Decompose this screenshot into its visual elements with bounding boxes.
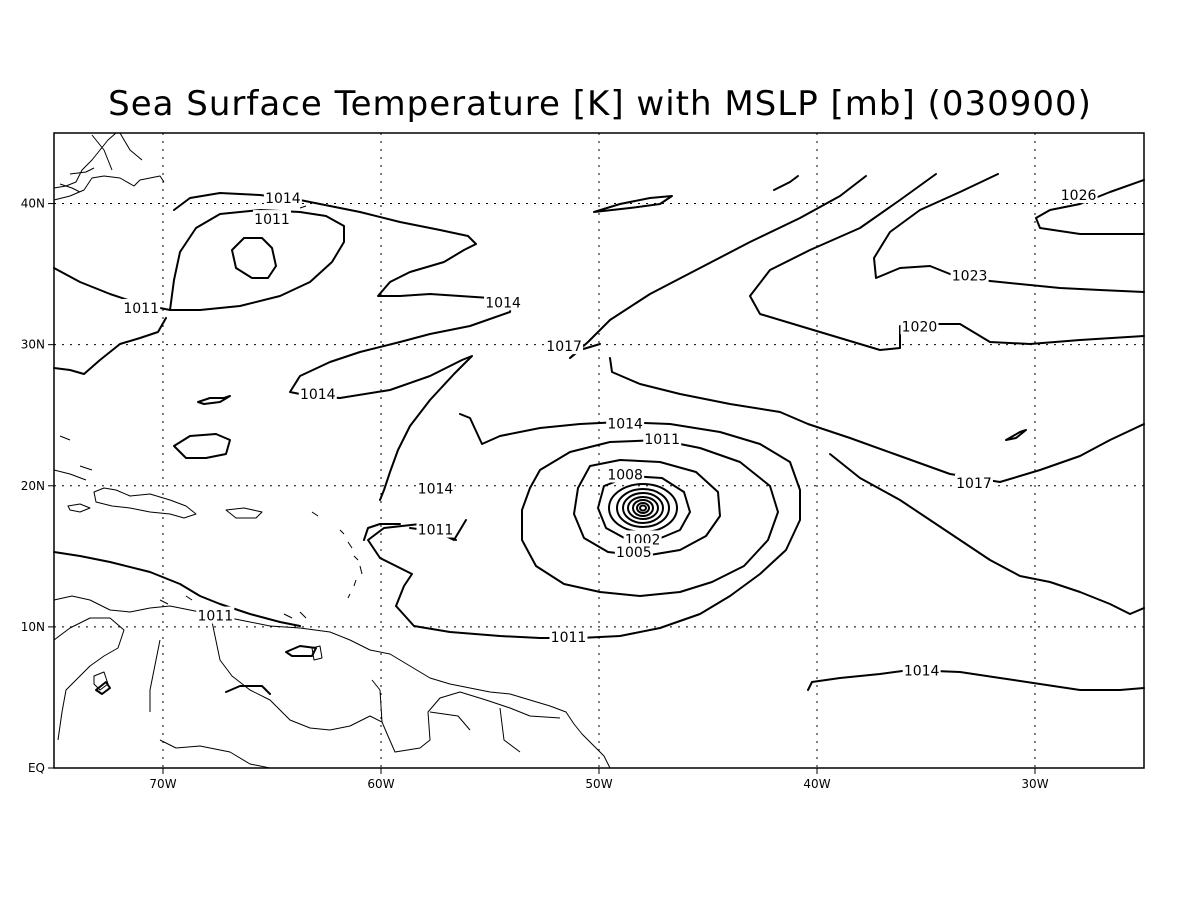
x-tick-label: 30W	[1021, 777, 1048, 791]
isobar-label: 1014	[607, 417, 643, 433]
isobar-label-background	[549, 627, 588, 645]
storm-core-ring-6	[639, 504, 647, 512]
isobar-1017-east	[609, 357, 1145, 483]
isobar-label-background	[545, 337, 584, 355]
isobar-1014-northwest	[173, 192, 513, 399]
isobar-label-background	[416, 479, 455, 497]
isobar-1017-north	[569, 175, 867, 359]
storm-core-ring-1	[616, 488, 670, 528]
isobar-label-background	[950, 266, 989, 284]
isobar-label-background	[484, 293, 523, 311]
isobar-label: 1011	[644, 432, 680, 448]
isobar-label: 1011	[254, 212, 290, 228]
puerto-rico-island	[225, 507, 263, 519]
isobar-label: 1014	[300, 387, 336, 403]
axis-ticks: 70W 60W 50W 40W 30W EQ 10N 20N 30N 40N	[21, 197, 1049, 791]
plot-frame	[53, 132, 1145, 769]
bermuda-island	[299, 205, 307, 209]
y-tick-label: 30N	[21, 338, 45, 352]
isobar-label: 1026	[1061, 188, 1097, 204]
isobar-label-background	[122, 298, 161, 316]
isobar-1011-northwest	[53, 209, 345, 311]
isobar-label-background	[614, 543, 653, 561]
storm-core-ring-5	[636, 502, 650, 514]
x-tick-label: 70W	[149, 777, 176, 791]
isobar-label-background	[263, 188, 302, 206]
isobar-label: 1014	[418, 482, 454, 498]
isobar-label: 1008	[607, 467, 643, 483]
y-tick-label: EQ	[28, 761, 45, 775]
isobar-label: 1011	[123, 301, 159, 317]
isobar-1005-storm	[597, 475, 691, 541]
isobars	[53, 173, 1145, 695]
isobar-label: 1011	[197, 609, 233, 625]
isobar-label: 1017	[956, 476, 992, 492]
isobar-label-background	[606, 465, 645, 483]
hispaniola-island	[93, 487, 197, 519]
isobar-1011-western-arc	[53, 317, 167, 375]
isobar-label: 1014	[265, 191, 301, 207]
isobar-label-background	[643, 430, 682, 448]
venezuela-guyana-borders	[149, 611, 561, 769]
y-tick-label: 20N	[21, 479, 45, 493]
coastlines	[53, 132, 611, 769]
isobar-1014-southeast	[807, 669, 1145, 691]
isobar-1026	[1035, 179, 1145, 235]
jamaica-island	[67, 503, 91, 513]
colombia-coast	[53, 617, 125, 741]
isobar-label: 1011	[551, 630, 587, 646]
isobar-label-background	[253, 210, 291, 228]
isobar-label-background	[954, 473, 993, 491]
isobar-1008-northwest-closed	[231, 237, 277, 279]
isobar-1023	[873, 173, 1145, 293]
y-tick-label: 40N	[21, 197, 45, 211]
isobar-label-background	[902, 661, 941, 679]
isobar-label: 1020	[902, 319, 938, 335]
isobar-1020	[749, 173, 1145, 351]
cuba-island	[53, 435, 93, 481]
isobar-label: 1011	[418, 523, 454, 539]
storm-core-ring-3	[627, 496, 659, 520]
chart-title: Sea Surface Temperature [K] with MSLP [m…	[108, 84, 1092, 124]
isobar-1002-storm	[608, 483, 678, 533]
isobar-label-background	[196, 606, 235, 624]
isobar-1014-storm	[367, 413, 801, 639]
small-closed-high-east	[1005, 429, 1027, 441]
isobar-1008-storm	[573, 459, 721, 557]
storm-core-ring-2	[622, 492, 664, 524]
x-tick-label: 50W	[585, 777, 612, 791]
us-northeast-coast	[53, 132, 165, 201]
storm-core-ring-4	[632, 499, 654, 517]
y-tick-label: 10N	[21, 620, 45, 634]
isobar-label-background	[900, 317, 939, 335]
small-closed-west-patch	[197, 395, 231, 405]
south-america-coast	[53, 595, 611, 769]
small-closed-low-central	[173, 433, 231, 459]
isobar-label: 1005	[616, 545, 652, 561]
small-closed-low-southwest	[285, 645, 317, 657]
x-tick-label: 60W	[367, 777, 394, 791]
isobar-label-background	[416, 520, 455, 538]
isobar-1017-southeast	[829, 453, 1145, 615]
isobar-label: 1014	[485, 295, 521, 311]
isobar-label: 1014	[904, 664, 940, 680]
x-tick-label: 40W	[803, 777, 830, 791]
isobar-label: 1017	[546, 339, 582, 355]
isobar-label-background	[606, 414, 645, 432]
isobar-label: 1023	[952, 269, 988, 285]
lat-lon-grid	[54, 133, 1144, 768]
isobar-1011-south-west	[53, 551, 301, 627]
isobar-1014-mid	[339, 355, 473, 501]
trinidad-island	[311, 645, 323, 661]
lesser-antilles-islands	[159, 511, 363, 619]
isobar-label-background	[1059, 186, 1098, 204]
small-closed-high-north	[593, 195, 673, 213]
small-arc-sw	[225, 685, 271, 695]
small-closed-ne-arc	[773, 175, 799, 191]
isobar-label-background	[298, 385, 337, 403]
small-arc-colombia	[95, 681, 111, 695]
lake-maracaibo	[93, 671, 109, 691]
